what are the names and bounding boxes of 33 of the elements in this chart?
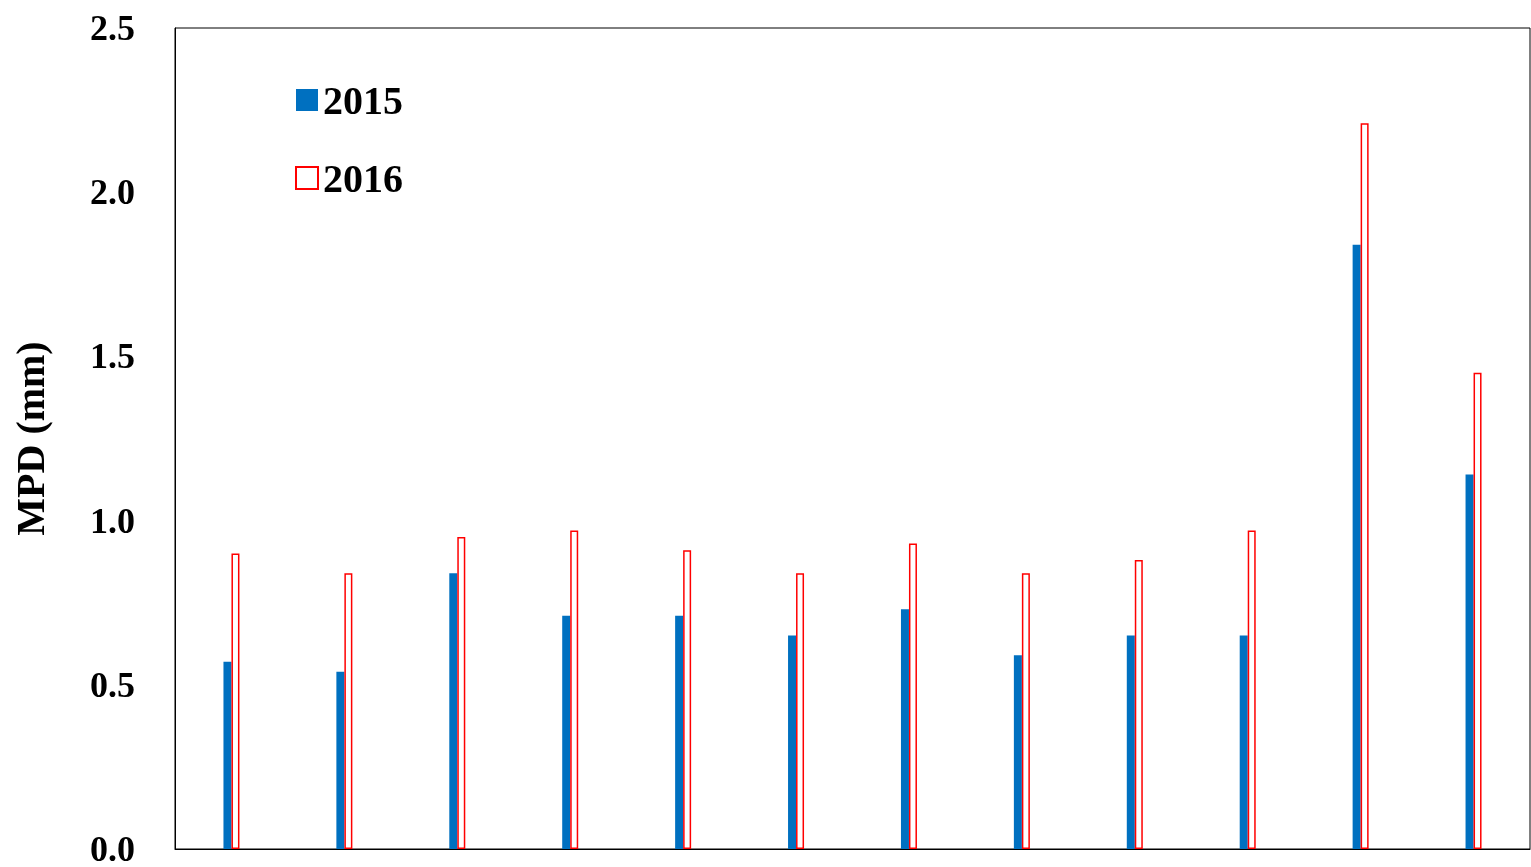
bar: [449, 573, 458, 849]
bar: [908, 543, 917, 849]
y-axis-title: MPD (mm): [7, 341, 53, 536]
bar: [1360, 123, 1369, 849]
bar: [1126, 635, 1135, 849]
bar: [344, 573, 353, 849]
legend-label: 2016: [323, 155, 403, 201]
bar: [1352, 244, 1361, 849]
bar: [796, 573, 805, 849]
bar: [1013, 655, 1022, 849]
bar: [1465, 474, 1474, 849]
bar: [900, 609, 909, 849]
y-tick-label: 0.0: [90, 829, 135, 867]
y-tick-label: 2.0: [90, 172, 135, 213]
bar: [1021, 573, 1030, 849]
legend-label: 2015: [323, 77, 403, 123]
bar: [788, 635, 797, 849]
y-tick-label: 1.5: [90, 336, 135, 377]
bar: [562, 615, 571, 849]
bar: [1247, 530, 1256, 849]
y-tick-label: 2.5: [90, 8, 135, 48]
bar: [457, 537, 466, 849]
y-tick-label: 1.0: [90, 500, 135, 541]
bar: [675, 615, 684, 849]
bar: [1239, 635, 1248, 849]
bar: [231, 553, 240, 849]
bar: [683, 550, 692, 849]
bar: [223, 661, 232, 849]
bar: [570, 530, 579, 849]
y-tick-label: 0.5: [90, 664, 135, 705]
bar: [1134, 560, 1143, 849]
bar: [336, 671, 345, 849]
bar: [1473, 372, 1482, 849]
